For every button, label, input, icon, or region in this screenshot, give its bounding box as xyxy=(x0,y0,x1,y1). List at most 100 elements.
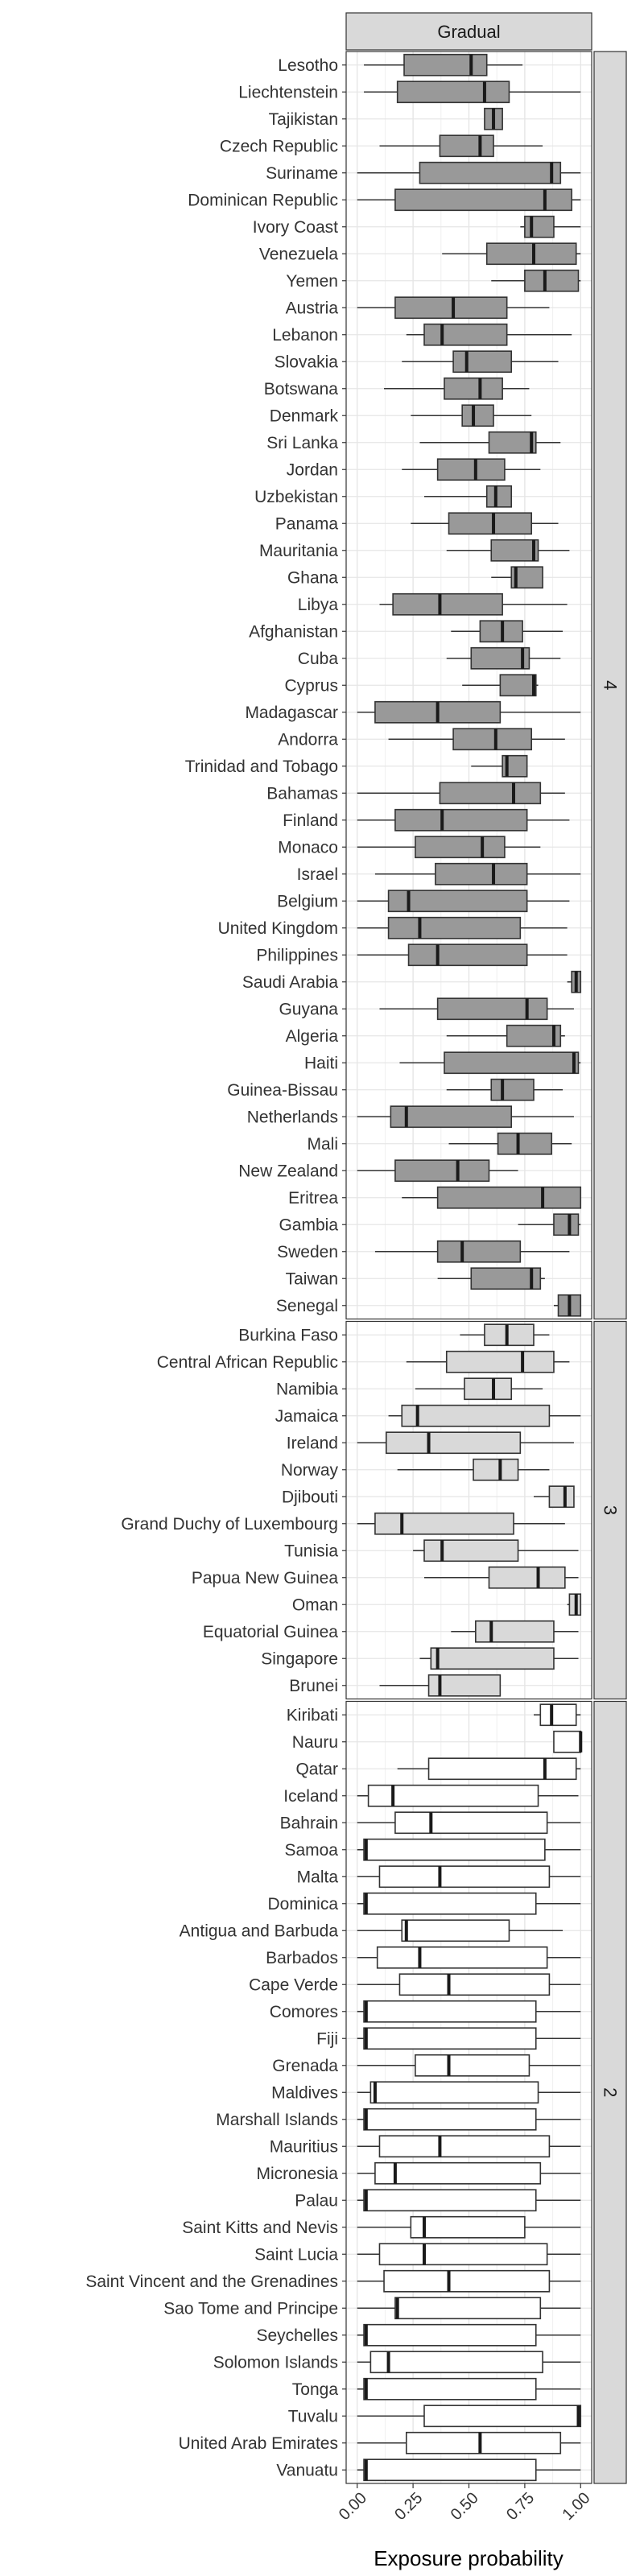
iqr-box xyxy=(363,2189,537,2212)
box-oman xyxy=(567,1593,582,1616)
box-andorra xyxy=(388,728,565,751)
iqr-box xyxy=(387,890,528,913)
iqr-box xyxy=(473,1458,519,1481)
y-tick-label: Andorra xyxy=(278,730,338,749)
y-tick-label: Grand Duchy of Luxembourg xyxy=(121,1515,338,1534)
facet-strip-right xyxy=(593,1700,627,2484)
panel-3: Burkina Faso Central African Republic Nami… xyxy=(121,1320,627,1700)
y-tick-label: Jamaica xyxy=(275,1407,339,1426)
y-tick-label: Trinidad and Tobago xyxy=(185,758,338,776)
y-tick-label: Malta xyxy=(297,1868,339,1886)
box-papua-new-guinea xyxy=(423,1566,579,1589)
box-ivory-coast xyxy=(520,215,581,238)
box-maldives xyxy=(357,2081,581,2104)
box-madagascar xyxy=(357,700,581,724)
y-tick-label: Kiribati xyxy=(287,1706,338,1724)
iqr-box xyxy=(363,2323,537,2347)
y-tick-label: Vanuatu xyxy=(276,2461,338,2479)
iqr-box xyxy=(410,2215,526,2239)
iqr-box xyxy=(378,2135,551,2158)
y-tick-label: Sweden xyxy=(277,1243,338,1261)
y-tick-label: United Arab Emirates xyxy=(179,2434,338,2453)
y-tick-label: Saudi Arabia xyxy=(242,973,338,992)
box-saint-vincent-and-the-grenadines xyxy=(357,2269,581,2293)
box-sao-tome-and-principe xyxy=(357,2297,581,2320)
iqr-box xyxy=(403,53,488,76)
iqr-box xyxy=(394,188,572,212)
box-afghanistan xyxy=(451,620,564,643)
y-tick-label: Comores xyxy=(270,2003,338,2021)
facet-strip-label: 4 xyxy=(601,680,621,690)
iqr-box xyxy=(386,1431,522,1455)
y-tick-label: Dominica xyxy=(267,1895,338,1913)
y-tick-label: Lesotho xyxy=(278,56,338,75)
iqr-box xyxy=(363,1838,546,1861)
iqr-box xyxy=(553,1213,580,1236)
iqr-box xyxy=(484,1323,535,1347)
box-suriname xyxy=(357,161,581,184)
y-tick-label: Samoa xyxy=(284,1841,338,1860)
box-taiwan xyxy=(437,1267,545,1290)
y-tick-label: Barbados xyxy=(266,1949,338,1967)
iqr-box xyxy=(394,296,508,320)
iqr-box xyxy=(461,404,494,427)
iqr-box xyxy=(374,2161,542,2185)
y-tick-label: Belgium xyxy=(277,892,338,910)
box-nauru xyxy=(553,1730,583,1753)
y-tick-label: Liechtenstein xyxy=(238,83,338,101)
iqr-box xyxy=(374,1512,514,1535)
box-botswana xyxy=(384,377,530,400)
box-tajikistan xyxy=(484,107,503,130)
y-tick-label: Uzbekistan xyxy=(254,488,338,506)
panel-4: Lesotho Liechtenstein Tajikistan Czech Repu… xyxy=(185,51,627,1320)
box-namibia xyxy=(415,1377,543,1401)
iqr-box xyxy=(419,161,562,184)
y-tick-label: Denmark xyxy=(270,407,339,425)
iqr-box xyxy=(415,836,506,859)
y-tick-label: Israel xyxy=(297,865,338,884)
box-solomon-islands xyxy=(357,2351,581,2374)
box-mauritania xyxy=(446,539,570,562)
x-tick-label: 0.50 xyxy=(448,2489,482,2524)
box-trinidad-and-tobago xyxy=(471,754,528,778)
y-tick-label: Algeria xyxy=(286,1027,339,1046)
y-tick-label: Eritrea xyxy=(288,1189,338,1208)
y-tick-label: Mali xyxy=(307,1135,338,1154)
iqr-box xyxy=(378,1865,551,1889)
box-united-arab-emirates xyxy=(357,2431,581,2454)
facet-strip-label: 3 xyxy=(601,1505,621,1515)
box-central-african-republic xyxy=(406,1350,570,1373)
iqr-box xyxy=(363,2107,537,2131)
box-israel xyxy=(374,862,581,886)
iqr-box xyxy=(488,1566,566,1589)
iqr-box xyxy=(423,1539,519,1563)
box-eritrea xyxy=(402,1186,582,1209)
y-tick-label: Tajikistan xyxy=(269,110,338,129)
box-brunei xyxy=(379,1674,502,1697)
iqr-box xyxy=(448,512,533,535)
iqr-box xyxy=(436,1240,522,1263)
y-tick-label: Monaco xyxy=(278,838,338,857)
iqr-box xyxy=(485,242,577,266)
iqr-box xyxy=(415,2054,530,2077)
y-tick-label: Ghana xyxy=(287,568,338,587)
y-tick-label: Haiti xyxy=(304,1054,338,1072)
box-iceland xyxy=(357,1784,579,1807)
y-tick-label: Mauritania xyxy=(259,542,338,560)
box-equatorial-guinea xyxy=(451,1620,579,1643)
iqr-box xyxy=(439,782,542,805)
y-tick-label: Marshall Islands xyxy=(216,2111,338,2129)
iqr-box xyxy=(398,1973,551,1996)
box-venezuela xyxy=(442,242,581,266)
iqr-box xyxy=(452,728,533,751)
y-tick-label: Cuba xyxy=(298,650,339,668)
y-tick-label: Brunei xyxy=(289,1677,338,1695)
iqr-box xyxy=(475,1620,555,1643)
box-algeria xyxy=(446,1024,565,1047)
box-marshall-islands xyxy=(357,2107,581,2131)
iqr-box xyxy=(423,323,508,346)
box-djibouti xyxy=(533,1485,575,1509)
y-tick-label: Saint Lucia xyxy=(254,2245,338,2264)
box-jordan xyxy=(402,458,541,481)
